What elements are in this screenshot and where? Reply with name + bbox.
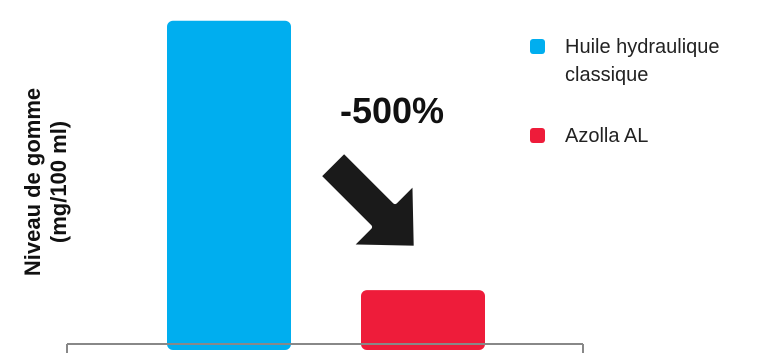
bars-group <box>167 20 485 350</box>
x-axis <box>66 343 584 353</box>
legend: Huile hydraulique classique Azolla AL <box>530 36 720 147</box>
bar-azolla-al <box>361 290 485 350</box>
legend-swatch-azolla <box>530 128 545 143</box>
legend-label-azolla: Azolla AL <box>565 125 648 147</box>
legend-item-azolla: Azolla AL <box>530 125 648 147</box>
bar-huile-hydraulique <box>167 20 291 350</box>
legend-item-huile: Huile hydraulique classique <box>530 36 720 86</box>
legend-label-huile-line-1: Huile hydraulique <box>565 36 720 58</box>
y-axis-title-line-2: (mg/100 ml) <box>46 121 71 243</box>
legend-label-huile-line-2: classique <box>565 64 648 86</box>
y-axis-title-line-1: Niveau de gomme <box>20 88 45 276</box>
y-axis-title: Niveau de gomme (mg/100 ml) <box>20 88 71 276</box>
legend-swatch-huile <box>530 39 545 54</box>
arrow-down-right-icon <box>316 148 419 251</box>
reduction-annotation: -500% <box>340 90 444 131</box>
